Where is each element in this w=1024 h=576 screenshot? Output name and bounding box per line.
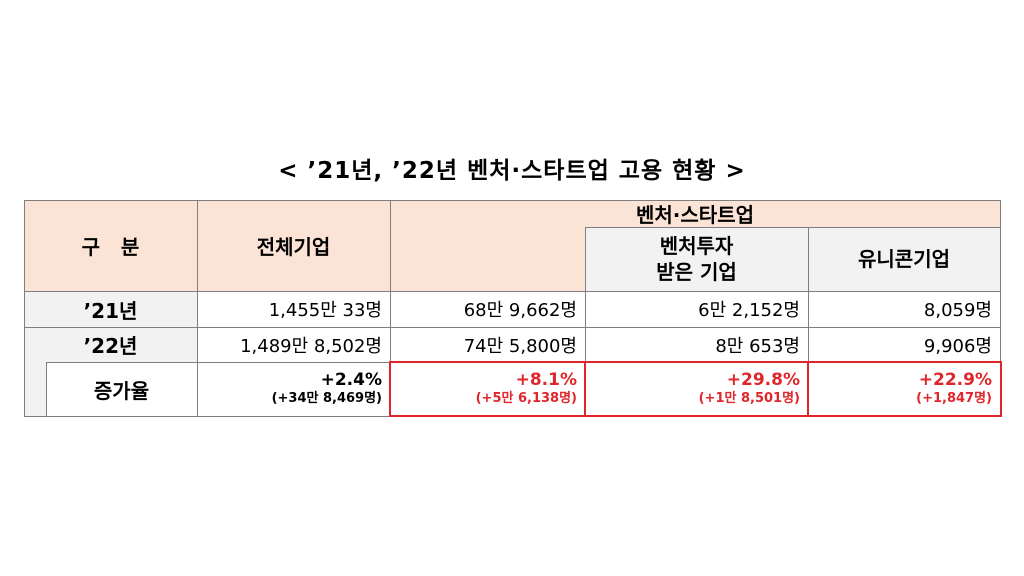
grid-header-bottom bbox=[24, 291, 1001, 292]
cell-2021-invested: 6만 2,152명 bbox=[698, 300, 800, 321]
table-border-right bbox=[1000, 200, 1001, 417]
grid-row2-bottom bbox=[46, 362, 1001, 363]
growth-invested: +29.8% (+1만 8,501명) bbox=[585, 362, 808, 416]
table-border-left bbox=[24, 200, 25, 417]
growth-invested-pct: +29.8% bbox=[726, 370, 800, 390]
row-label-2022: ’22년 bbox=[24, 327, 197, 362]
growth-unicorn-pct: +22.9% bbox=[918, 370, 992, 390]
header-invested-companies: 벤처투자 받은 기업 bbox=[585, 227, 808, 291]
cell-2022-venture: 74만 5,800명 bbox=[463, 335, 577, 357]
grid-col-2 bbox=[390, 200, 391, 417]
row-label-2021: ’21년 bbox=[24, 291, 197, 327]
growth-all-pct: +2.4% bbox=[320, 370, 382, 390]
grid-col-3 bbox=[585, 227, 586, 417]
growth-all: +2.4% (+34만 8,469명) bbox=[197, 362, 390, 416]
growth-invested-abs: (+1만 8,501명) bbox=[698, 391, 800, 406]
grid-subheader-top bbox=[585, 227, 1001, 228]
page-title: < ’21년, ’22년 벤처·스타트업 고용 현황 > bbox=[278, 158, 746, 184]
cell-2022-unicorn: 9,906명 bbox=[923, 335, 992, 357]
cell-2021-venture: 68만 9,662명 bbox=[463, 300, 577, 321]
growth-row-side bbox=[24, 362, 46, 416]
growth-venture-pct: +8.1% bbox=[515, 370, 577, 390]
cell-2022-invested: 8만 653명 bbox=[715, 335, 800, 357]
header-all-companies: 전체기업 bbox=[197, 200, 390, 291]
grid-col-growth-inner bbox=[46, 362, 47, 416]
cell-2022-all: 1,489만 8,502명 bbox=[240, 335, 382, 357]
cell-2021-all: 1,455만 33명 bbox=[268, 300, 382, 321]
growth-venture-abs: (+5만 6,138명) bbox=[475, 391, 577, 406]
table-border-bottom bbox=[24, 416, 1001, 417]
grid-col-4 bbox=[808, 227, 809, 417]
table-border-top bbox=[24, 200, 1001, 201]
growth-unicorn-abs: (+1,847명) bbox=[916, 391, 992, 406]
header-venture-startup: 벤처·스타트업 bbox=[390, 200, 1000, 227]
grid-row1-bottom bbox=[24, 327, 1001, 328]
growth-row-label: 증가율 bbox=[93, 378, 150, 403]
growth-unicorn: +22.9% (+1,847명) bbox=[808, 362, 1000, 416]
header-unicorn: 유니콘기업 bbox=[808, 227, 1000, 291]
header-category: 구 분 bbox=[24, 200, 197, 291]
cell-2021-unicorn: 8,059명 bbox=[923, 300, 992, 321]
header-venture-startup-side bbox=[390, 227, 585, 291]
growth-all-abs: (+34만 8,469명) bbox=[271, 391, 382, 406]
grid-col-1 bbox=[197, 200, 198, 417]
growth-venture: +8.1% (+5만 6,138명) bbox=[390, 362, 585, 416]
